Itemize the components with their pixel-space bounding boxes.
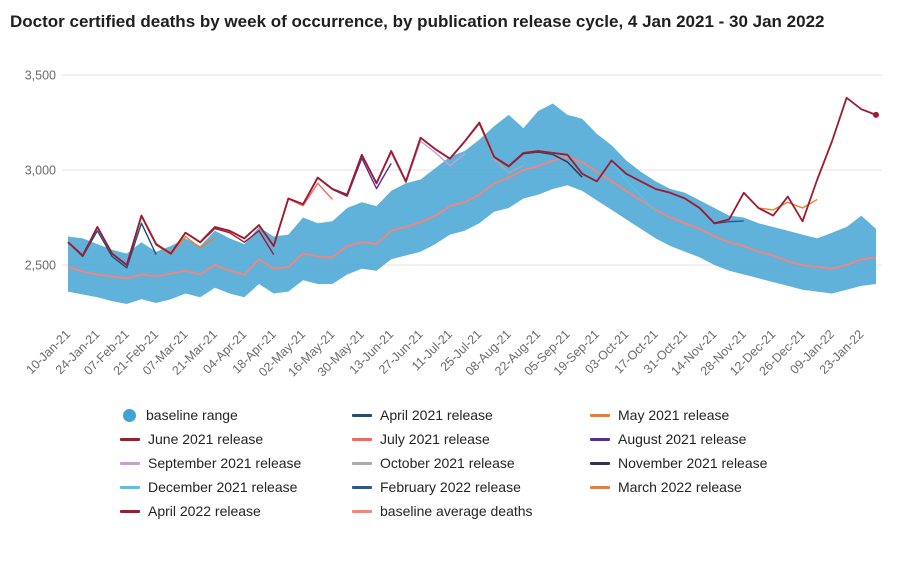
legend-item-label: May 2021 release [618,407,730,424]
baseline-average-deaths-line-marker-icon [352,509,372,513]
legend-item-august-2021-release[interactable]: August 2021 release [590,431,845,448]
legend-item-label: November 2021 release [618,455,768,472]
series-end-dot [873,111,879,118]
baseline-range-band [68,103,876,304]
legend-item-label: August 2021 release [618,431,747,448]
legend-item-april-2022-release[interactable]: April 2022 release [120,503,352,520]
line-chart-plot: 3,5003,0002,50010-Jan-2124-Jan-2107-Feb-… [23,68,882,379]
legend-item-may-2021-release[interactable]: May 2021 release [590,407,845,424]
july-2021-release-line-marker-icon [352,437,372,441]
april-2022-release-line-marker-icon [120,509,140,513]
chart-legend: baseline range April 2021 release May 2021… [120,407,902,520]
september-2021-release-line-marker-icon [120,461,140,465]
legend-item-september-2021-release[interactable]: September 2021 release [120,455,352,472]
legend-item-label: April 2021 release [380,407,493,424]
legend-item-label: April 2022 release [148,503,261,520]
legend-item-label: February 2022 release [380,479,521,496]
y-tick-label: 3,500 [25,68,56,82]
legend-item-label: June 2021 release [148,431,264,448]
series-line-april-2021-release [67,222,157,269]
y-tick-label: 2,500 [25,258,56,272]
series-line-april-2022-release [67,96,877,266]
august-2021-release-line-marker-icon [590,437,610,441]
legend-item-june-2021-release[interactable]: June 2021 release [120,431,352,448]
june-2021-release-line-marker-icon [120,437,140,441]
legend-item-label: baseline range [146,407,238,424]
legend-item-march-2022-release[interactable]: March 2022 release [590,479,845,496]
legend-item-label: July 2021 release [380,431,490,448]
legend-item-label: December 2021 release [148,479,298,496]
legend-item-november-2021-release[interactable]: November 2021 release [590,455,845,472]
legend-item-label: March 2022 release [618,479,742,496]
may-2021-release-line-marker-icon [590,413,610,417]
legend-item-july-2021-release[interactable]: July 2021 release [352,431,590,448]
legend-item-april-2021-release[interactable]: April 2021 release [352,407,590,424]
legend-item-october-2021-release[interactable]: October 2021 release [352,455,590,472]
legend-item-label: October 2021 release [380,455,515,472]
baseline-average-line [67,155,877,279]
y-tick-label: 3,000 [25,163,56,177]
february-2022-release-line-marker-icon [352,485,372,489]
chart-title: Doctor certified deaths by week of occur… [10,12,825,31]
legend-item-label: baseline average deaths [380,503,533,520]
legend-item-label: September 2021 release [148,455,302,472]
legend-item-december-2021-release[interactable]: December 2021 release [120,479,352,496]
legend-item-february-2022-release[interactable]: February 2022 release [352,479,590,496]
baseline-range-circle-marker-icon [123,408,136,422]
november-2021-release-line-marker-icon [590,461,610,465]
december-2021-release-line-marker-icon [120,485,140,489]
april-2021-release-line-marker-icon [352,413,372,417]
legend-item-baseline-range[interactable]: baseline range [120,407,352,424]
legend-item-baseline-average-deaths[interactable]: baseline average deaths [352,503,590,520]
october-2021-release-line-marker-icon [352,461,372,465]
march-2022-release-line-marker-icon [590,485,610,489]
